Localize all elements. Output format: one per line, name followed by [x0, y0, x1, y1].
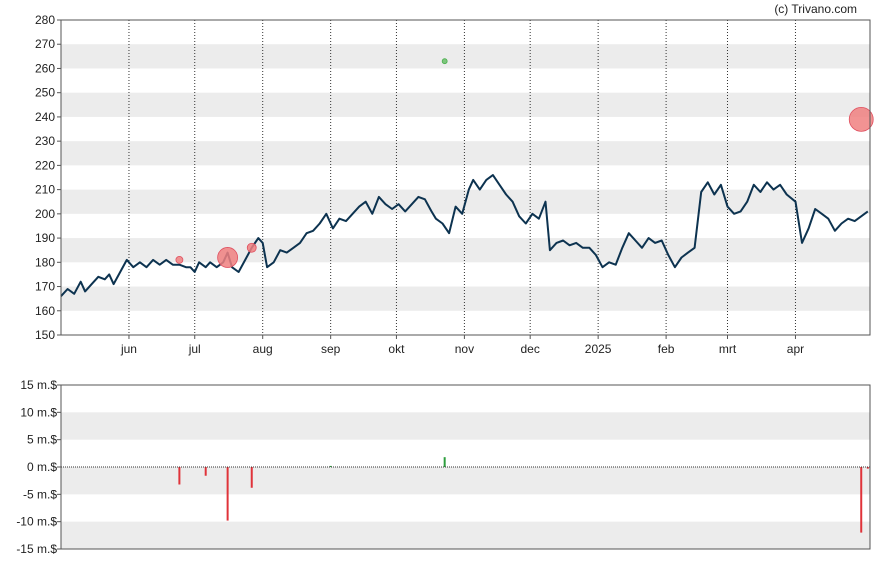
price-grid-band [61, 92, 870, 117]
price-panel-frame [60, 19, 871, 336]
price-y-axis-ticks: 150 160 170 180 190 200 210 220 230 240 250 260 270 2… [35, 13, 61, 342]
volume-y-tick-label: -5 m.$ [23, 487, 57, 501]
price-y-tick-label: 220 [35, 158, 55, 172]
price-grid-band [61, 286, 870, 311]
volume-bar [866, 467, 869, 469]
volume-grid-band [61, 467, 870, 495]
price-y-tick-label: 280 [35, 13, 55, 27]
volume-y-tick-label: 0 m.$ [27, 460, 57, 474]
sell-marker [848, 106, 874, 132]
volume-grid-band [61, 521, 870, 549]
price-y-tick-label: 200 [35, 207, 55, 221]
volume-y-tick-label: 10 m.$ [20, 405, 57, 419]
x-tick-label: apr [787, 342, 804, 356]
volume-y-axis-ticks: -15 m.$ -10 m.$ -5 m.$ 0 m.$ 5 m.$ 10 m.$ 15 m… [16, 378, 61, 556]
price-y-tick-label: 260 [35, 61, 55, 75]
volume-bar [250, 467, 253, 488]
price-y-tick-label: 190 [35, 231, 55, 245]
x-tick-label: mrt [719, 342, 737, 356]
volume-y-tick-label: -15 m.$ [16, 542, 57, 556]
x-tick-label: aug [253, 342, 273, 356]
x-tick-label: nov [455, 342, 474, 356]
price-y-tick-label: 160 [35, 304, 55, 318]
buy-marker [441, 58, 448, 65]
volume-panel-frame [60, 384, 871, 550]
volume-y-tick-label: 5 m.$ [27, 433, 57, 447]
price-y-tick-label: 250 [35, 86, 55, 100]
x-tick-label: dec [520, 342, 539, 356]
volume-bar [329, 465, 332, 467]
price-grid-band [61, 238, 870, 263]
price-grid-band [61, 44, 870, 69]
price-y-tick-label: 230 [35, 134, 55, 148]
price-y-tick-label: 210 [35, 183, 55, 197]
volume-bars [178, 457, 869, 533]
x-tick-label: jul [188, 342, 201, 356]
insider-trade-markers [175, 58, 874, 268]
volume-bar [226, 467, 229, 521]
x-tick-label: okt [388, 342, 405, 356]
volume-bar [443, 457, 446, 467]
sell-marker [246, 242, 257, 253]
volume-bar [860, 467, 863, 533]
copyright-label: (c) Trivano.com [774, 2, 857, 16]
price-series-line [60, 174, 869, 297]
x-tick-label: sep [321, 342, 341, 356]
price-panel-background [61, 20, 870, 335]
price-grid-band [61, 141, 870, 166]
price-y-tick-label: 240 [35, 110, 55, 124]
x-axis-month-ticks: jun jul aug sep okt nov dec 2025 feb mrt apr [120, 335, 804, 356]
volume-y-tick-label: -10 m.$ [16, 515, 57, 529]
price-y-tick-label: 170 [35, 280, 55, 294]
sell-marker [217, 247, 239, 268]
volume-y-tick-label: 15 m.$ [20, 378, 57, 392]
sell-marker [175, 255, 184, 264]
price-y-tick-label: 180 [35, 255, 55, 269]
volume-bar [204, 467, 207, 476]
x-tick-label: feb [658, 342, 675, 356]
volume-grid-band [61, 412, 870, 440]
price-y-tick-label: 270 [35, 37, 55, 51]
x-tick-label: 2025 [585, 342, 612, 356]
x-tick-label: jun [120, 342, 137, 356]
price-y-tick-label: 150 [35, 328, 55, 342]
volume-bar [178, 467, 181, 485]
